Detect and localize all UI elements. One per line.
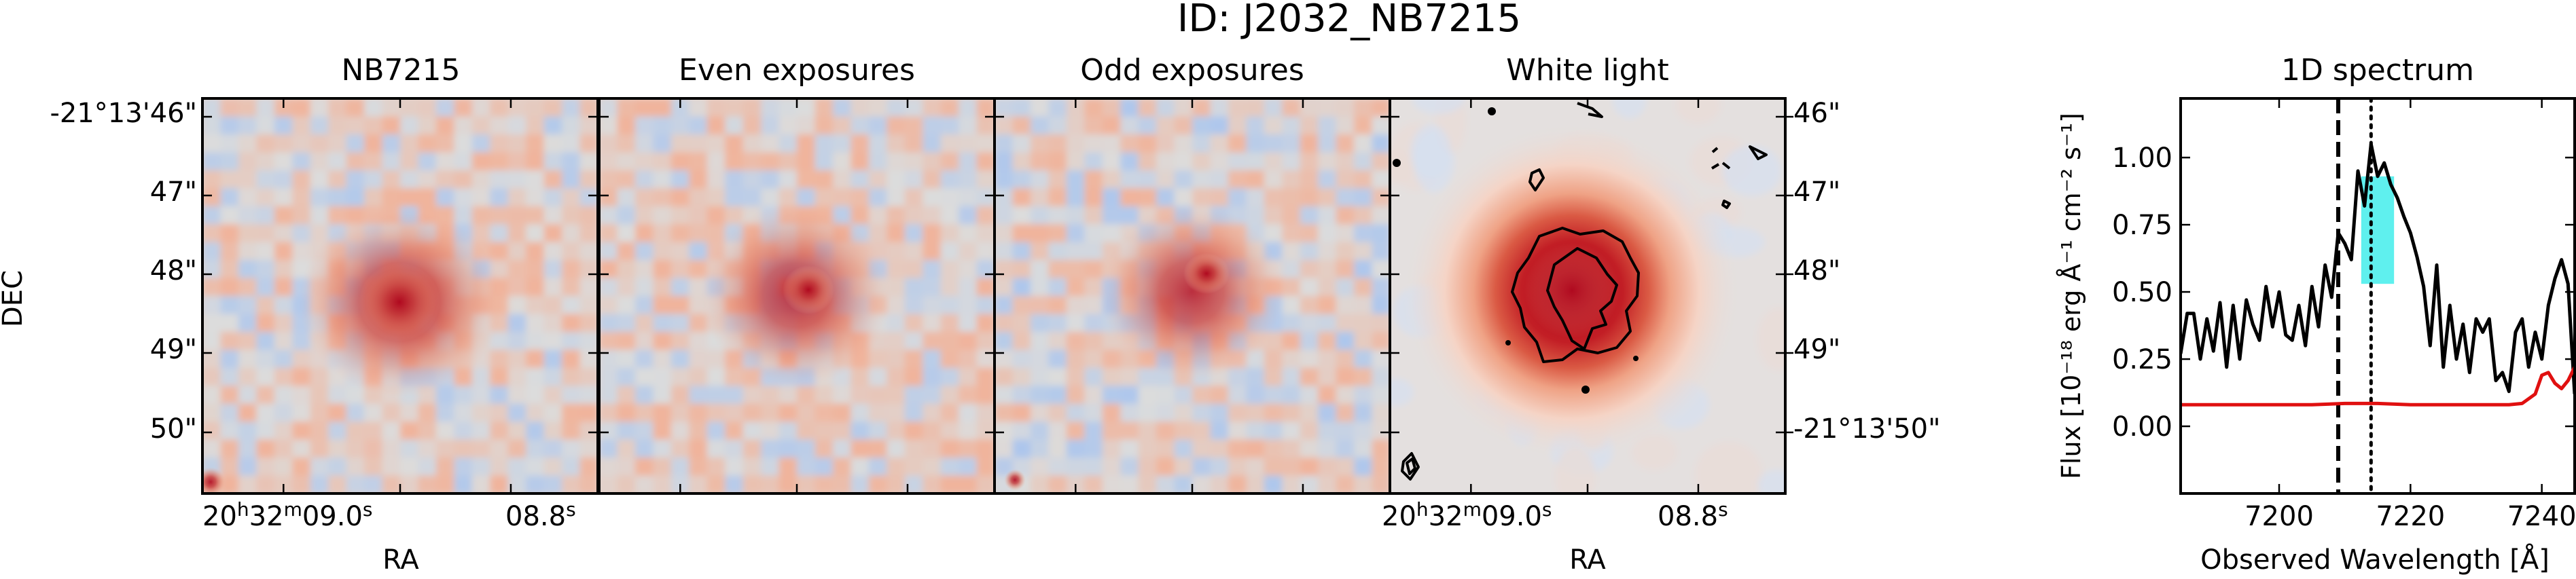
- ytick-right-0: 46": [1793, 98, 1840, 129]
- ytick-left-4: 50": [150, 413, 197, 445]
- white-light-map: [1390, 98, 1785, 493]
- ytick-right-1: 47": [1793, 176, 1840, 208]
- figure-title: ID: J2032_NB7215: [1177, 0, 1521, 41]
- ytick-left-2: 48": [150, 255, 197, 286]
- spectrum-ylabel: Flux [10⁻¹⁸ erg Å⁻¹ cm⁻² s⁻¹]: [2056, 113, 2086, 479]
- ytick-left-0: -21°13'46": [50, 98, 197, 129]
- spectrum-ytick-label: 0.25: [2112, 344, 2172, 375]
- contour-top: [1577, 102, 1603, 118]
- ytick-right-2: 48": [1793, 255, 1840, 286]
- spectrum-marks: [2181, 98, 2575, 493]
- contour-r2: [1711, 147, 1731, 170]
- contour-r3: [1721, 200, 1731, 209]
- noise-line: [2181, 366, 2575, 407]
- ra-label-nb: RA: [382, 544, 419, 576]
- odd-map: [995, 98, 1390, 493]
- ytick-right-4: -21°13'50": [1793, 413, 1941, 445]
- xtick-ra-major-white: 20h32m09.0s: [1382, 498, 1552, 532]
- contour-r1: [1749, 145, 1768, 160]
- spectrum-xtick-label: 7220: [2376, 501, 2445, 532]
- contour-outer: [1511, 227, 1640, 363]
- spectrum-frame: [2179, 97, 2576, 495]
- spectrum-xtick-label: 7200: [2244, 501, 2314, 532]
- xtick-ra-minor-nb: 08.8s: [505, 498, 576, 532]
- panel-title-white: White light: [1506, 53, 1668, 88]
- ytick-right-3: 49": [1793, 334, 1840, 365]
- spectrum-ytick-label: 0.00: [2112, 411, 2172, 443]
- spectrum-title: 1D spectrum: [2281, 53, 2474, 88]
- map-ticks: [202, 98, 1793, 493]
- panel-title-odd: Odd exposures: [1080, 53, 1304, 88]
- panel-title-even: Even exposures: [679, 53, 915, 88]
- spectrum-xtick-label: 7240: [2507, 501, 2576, 532]
- spectrum-ytick-label: 1.00: [2112, 143, 2172, 174]
- contour-inner: [1546, 247, 1618, 350]
- ytick-left-3: 49": [150, 334, 197, 365]
- flux-line: [2181, 142, 2575, 394]
- spectrum-ytick-label: 0.50: [2112, 277, 2172, 308]
- xtick-ra-minor-white: 08.8s: [1658, 498, 1728, 532]
- spectrum-ytick-label: 0.75: [2112, 210, 2172, 241]
- spectrum-ticks: 7200 7220 7240 0.00 0.25 0.50 0.75 1.00: [2112, 98, 2576, 532]
- contour-bl: [1401, 452, 1420, 481]
- contours: [1393, 102, 1768, 481]
- contour-tl: [1528, 168, 1545, 191]
- spectrum-xlabel: Observed Wavelength [Å]: [2200, 543, 2550, 576]
- ra-label-white: RA: [1569, 544, 1606, 576]
- xtick-ra-major-nb: 20h32m09.0s: [202, 498, 373, 532]
- dec-label: DEC: [0, 270, 29, 327]
- even-map: [599, 98, 995, 493]
- ytick-left-1: 47": [150, 176, 197, 208]
- nb-map: [202, 98, 598, 493]
- panel-title-nb: NB7215: [341, 53, 460, 88]
